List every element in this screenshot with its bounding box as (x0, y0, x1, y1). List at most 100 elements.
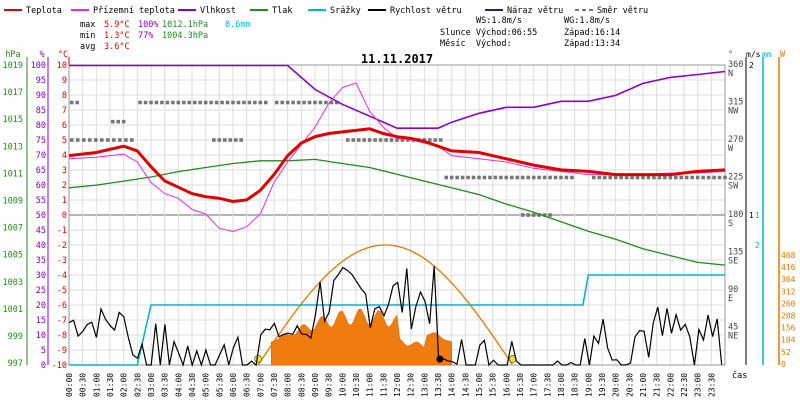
wind-direction-dot (455, 175, 459, 180)
wind-direction-dot (646, 175, 651, 180)
wind-direction-dot (93, 138, 98, 142)
humidity-tick: 5 (41, 346, 46, 356)
wind-direction-dot (548, 213, 552, 217)
stats-sun-rise: Slunce Východ:06:55 (440, 28, 537, 38)
wind-direction-dot (657, 175, 662, 180)
ms-tick: 1 (749, 211, 754, 220)
wind-direction-dot (559, 175, 563, 180)
direction-deg-tick: 360 (728, 60, 743, 70)
temp-tick: -10 (52, 361, 67, 371)
watt-tick: 104 (781, 336, 796, 345)
pressure-tick: 1007 (3, 224, 23, 234)
watt-tick: 312 (781, 287, 796, 296)
stats-panel: WS:1.8m/s WG:1.8m/s Slunce Východ:06:55 … (80, 16, 620, 52)
humidity-tick: 95 (36, 76, 46, 86)
pressure-tick: 1009 (3, 197, 23, 207)
stats-rain: 0.6mm (225, 20, 251, 30)
chart-legend: Teplota Přízemní teplota Vlhkost Tlak Srážky… (4, 6, 648, 16)
time-tick: 03:30 (161, 373, 170, 397)
time-tick: 23:30 (707, 373, 716, 397)
wind-direction-dot (395, 138, 399, 142)
wind-direction-dot (706, 175, 711, 180)
wind-direction-dot (223, 138, 227, 142)
time-tick: 22:30 (680, 373, 689, 397)
wind-direction-dot (668, 175, 673, 180)
legend-label: Rychlost větru (390, 6, 462, 16)
wind-direction-dot (318, 100, 323, 105)
wind-direction-dot (520, 213, 525, 217)
wind-direction-dot (182, 100, 186, 105)
time-tick: 08:30 (297, 373, 306, 397)
wind-direction-dot (460, 175, 465, 180)
wind-direction-dot (236, 100, 241, 105)
time-unit-label: čas (732, 370, 747, 381)
wind-direction-dot (564, 175, 569, 180)
pressure-tick: 1001 (3, 305, 23, 315)
direction-deg-tick: 45 (728, 323, 738, 333)
wind-direction-dot (406, 138, 410, 142)
wind-direction-dot (209, 100, 213, 105)
temp-tick: 8 (62, 91, 67, 101)
stats-humidity: 77% (138, 31, 153, 41)
wind-direction-dot (291, 100, 295, 105)
wind-direction-dot (526, 213, 530, 217)
wind-direction-dot (112, 138, 116, 142)
wind-direction-dot (149, 100, 153, 105)
wind-direction-dot (171, 100, 175, 105)
temp-tick: 3 (62, 166, 67, 176)
wind-direction-dot (367, 138, 372, 142)
wind-direction-dot (121, 119, 126, 124)
right-axes: ° m/s mm W čas 360N315NW270W225SW180S135… (728, 50, 796, 381)
wind-direction-dot (296, 100, 301, 105)
wind-direction-dot (118, 138, 122, 142)
solar-radiation-area (271, 309, 452, 366)
wind-direction-dot (239, 138, 243, 142)
wind-direction-dot (674, 175, 678, 180)
time-tick: 14:00 (448, 373, 457, 397)
wind-direction-dot (482, 175, 487, 180)
temp-tick: -4 (57, 271, 67, 281)
temp-tick: 5 (62, 136, 67, 146)
wind-direction-dot (378, 138, 383, 142)
wind-direction-dot (531, 213, 536, 217)
time-tick: 04:30 (188, 373, 197, 397)
direction-deg-tick: 270 (728, 135, 743, 145)
wind-direction-dot (466, 175, 470, 180)
wind-direction-dot (231, 100, 235, 105)
wind-direction-dot (537, 175, 541, 180)
pressure-tick: 1015 (3, 115, 23, 125)
time-tick: 08:00 (284, 373, 293, 397)
wind-direction-dot (100, 138, 104, 142)
wind-direction-dot (602, 175, 607, 180)
time-tick: 01:30 (106, 373, 115, 397)
stats-pressure: 1012.1hPa (162, 20, 208, 30)
time-tick: 20:00 (612, 373, 621, 397)
wind-direction-dot (553, 175, 558, 180)
direction-name-tick: NW (728, 107, 739, 117)
wind-direction-dot (247, 100, 252, 105)
pressure-tick: 1003 (3, 278, 23, 288)
wind-direction-dot (449, 175, 454, 180)
time-tick: 10:00 (338, 373, 347, 397)
wind-direction-dot (542, 213, 547, 217)
wind-direction-dot (176, 100, 181, 105)
wind-direction-dot (228, 138, 233, 142)
mm-tick: 2 (755, 241, 760, 250)
wind-direction-dot (110, 119, 115, 124)
watt-tick: 260 (781, 299, 796, 308)
direction-name-tick: NE (728, 332, 738, 342)
time-tick: 10:30 (352, 373, 361, 397)
ms-tick: 2 (749, 61, 754, 70)
watt-tick: 156 (781, 324, 796, 333)
wind-direction-dot (515, 175, 520, 180)
stats-wg: WG:1.8m/s (564, 16, 610, 26)
humidity-tick: 60 (36, 181, 46, 191)
wind-direction-dot (81, 138, 86, 142)
temp-tick: -3 (57, 256, 67, 266)
temp-tick: -7 (57, 316, 67, 326)
wind-direction-dot (138, 100, 142, 105)
stats-moon-set: Západ:13:34 (564, 39, 620, 49)
ms-unit-label: m/s (746, 50, 761, 59)
pressure-tick: 1013 (3, 142, 23, 152)
